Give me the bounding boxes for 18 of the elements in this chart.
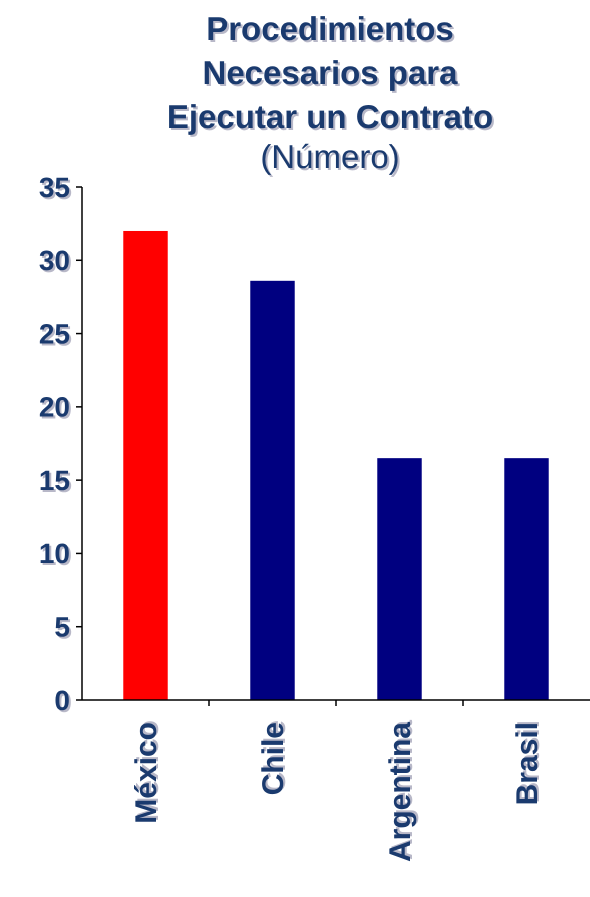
y-tick-label: 35: [38, 172, 70, 203]
x-tick-label: Argentina: [384, 722, 417, 862]
chart-subtitle: (Número): [260, 138, 400, 175]
y-tick-label: 15: [38, 464, 70, 496]
x-tick-label: Chile: [257, 722, 290, 796]
y-tick-label: 20: [38, 392, 70, 423]
y-tick-label: 25: [38, 318, 70, 350]
chart-title: Procedimientos Necesarios para Ejecutar un Contrato: [166, 10, 494, 135]
y-tick-label: 0: [54, 684, 70, 716]
y-tick-label: 30: [38, 245, 70, 276]
bar: [377, 458, 422, 700]
bar: [123, 230, 168, 700]
bar: [250, 280, 295, 700]
x-tick-label: Brasil: [511, 722, 544, 806]
y-tick-label: 5: [54, 612, 70, 643]
x-tick-label: México: [130, 722, 163, 824]
y-tick-label: 10: [38, 538, 70, 570]
bar: [504, 458, 549, 700]
